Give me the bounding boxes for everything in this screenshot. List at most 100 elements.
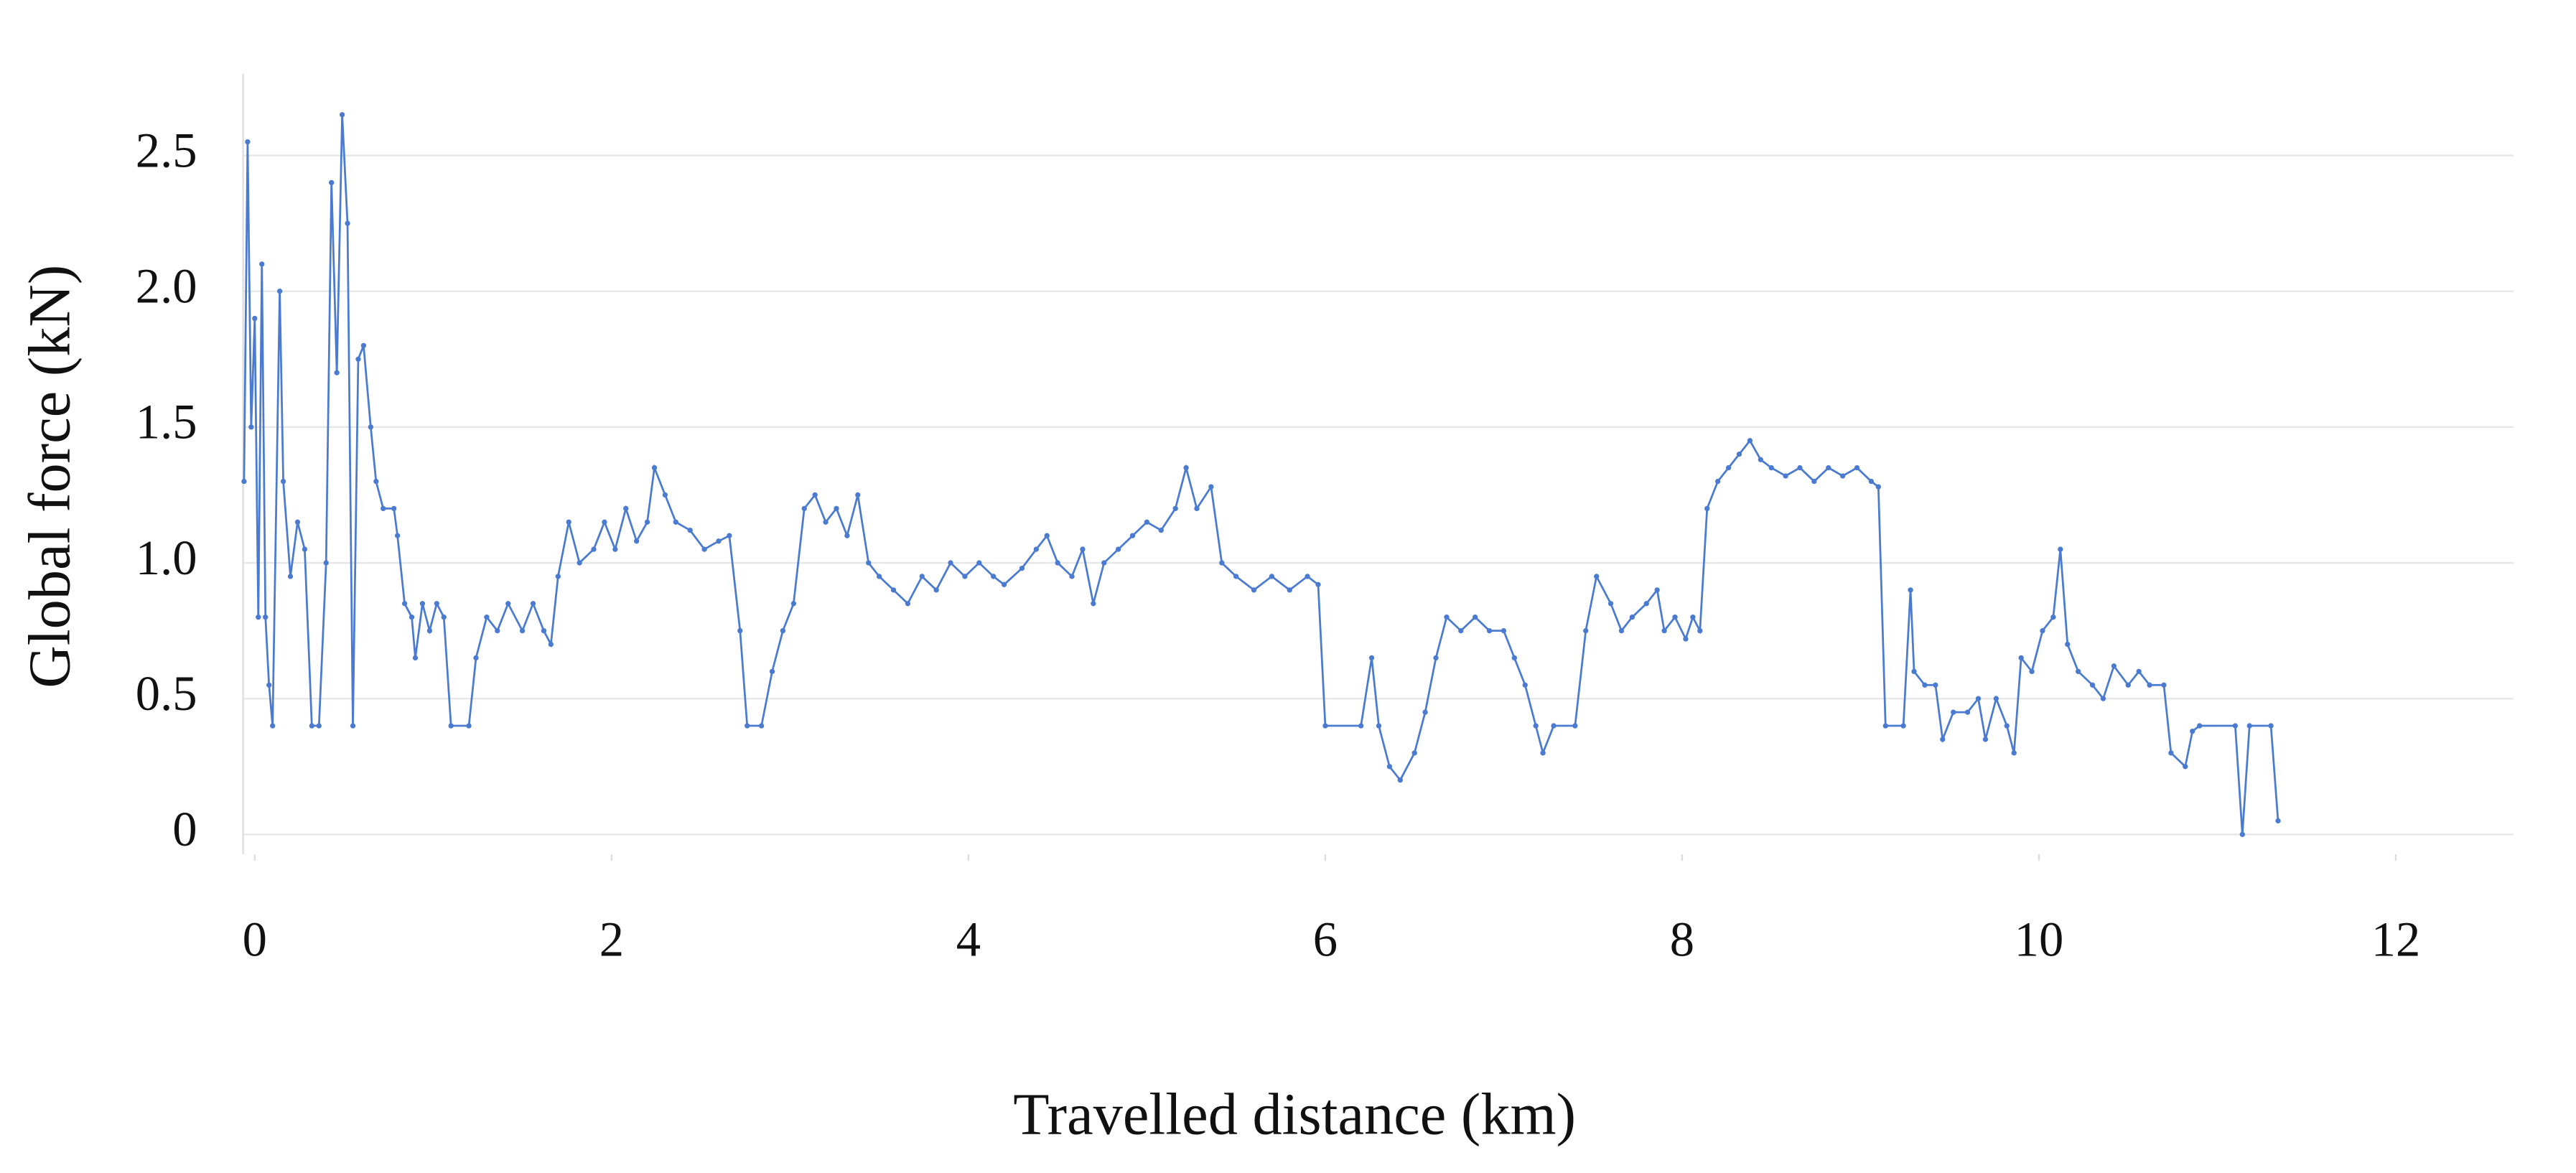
data-point xyxy=(1900,723,1906,729)
data-point xyxy=(1758,457,1763,462)
data-point xyxy=(2100,696,2106,701)
data-point xyxy=(548,641,554,648)
data-point xyxy=(962,574,968,579)
data-point xyxy=(401,601,408,607)
data-point xyxy=(541,627,547,634)
data-point xyxy=(1533,723,1539,729)
data-point xyxy=(270,723,276,729)
data-point xyxy=(1055,560,1060,566)
data-point xyxy=(644,519,650,525)
y-tick-label: 1.5 xyxy=(136,395,197,449)
data-point xyxy=(2111,663,2117,669)
data-point xyxy=(855,492,861,498)
data-point xyxy=(1422,709,1428,715)
data-point xyxy=(1551,723,1557,729)
data-point xyxy=(1115,546,1121,552)
data-point xyxy=(1964,709,1971,715)
data-point xyxy=(2246,723,2252,729)
data-point xyxy=(790,601,797,607)
data-point xyxy=(1251,587,1257,593)
data-point xyxy=(1940,737,1946,742)
data-point xyxy=(287,574,294,579)
data-point xyxy=(1690,614,1696,620)
data-point xyxy=(1618,627,1625,634)
data-point xyxy=(745,723,750,729)
data-point xyxy=(334,370,340,375)
data-point xyxy=(1287,587,1292,593)
data-point xyxy=(1908,587,1913,593)
data-point xyxy=(302,546,308,552)
data-point xyxy=(2011,750,2017,756)
data-point xyxy=(1811,478,1817,485)
data-point xyxy=(1458,627,1464,634)
data-point xyxy=(1315,581,1321,587)
data-point xyxy=(1358,723,1364,729)
data-point xyxy=(339,112,345,118)
data-point xyxy=(1501,627,1507,634)
data-point xyxy=(602,519,607,525)
data-point xyxy=(991,574,997,579)
data-point xyxy=(876,574,882,579)
data-point xyxy=(866,560,872,566)
data-point xyxy=(919,574,925,579)
data-point xyxy=(577,560,582,566)
data-point xyxy=(2147,682,2152,688)
data-point xyxy=(1854,464,1860,471)
data-point xyxy=(391,505,397,512)
data-point xyxy=(1376,723,1382,729)
data-point xyxy=(1194,505,1200,512)
data-point xyxy=(1704,505,1710,512)
y-tick-label: 1.0 xyxy=(136,531,197,585)
data-point xyxy=(1868,478,1875,485)
x-tick-label: 10 xyxy=(2015,912,2064,967)
data-point xyxy=(1019,565,1025,571)
data-point xyxy=(2161,682,2167,688)
data-point xyxy=(466,723,472,729)
data-point xyxy=(933,587,939,593)
data-point xyxy=(2239,831,2245,838)
data-point xyxy=(591,546,597,552)
data-point xyxy=(1522,682,1528,688)
data-point xyxy=(823,519,829,525)
data-point xyxy=(1714,478,1721,485)
data-point xyxy=(1540,750,1546,756)
data-point xyxy=(890,587,897,593)
data-point xyxy=(1158,527,1164,533)
data-point xyxy=(1044,533,1050,538)
data-point xyxy=(555,574,561,579)
data-point xyxy=(2183,764,2188,770)
data-point xyxy=(280,478,286,485)
data-point xyxy=(360,342,367,349)
data-point xyxy=(412,655,419,661)
data-point xyxy=(2190,728,2195,734)
data-point xyxy=(1736,452,1742,457)
data-point xyxy=(350,723,356,729)
data-point xyxy=(1033,546,1039,552)
y-tick-label: 0 xyxy=(172,802,197,856)
data-point xyxy=(1486,627,1493,634)
data-point xyxy=(409,614,415,620)
data-point xyxy=(294,519,301,525)
data-point xyxy=(473,655,479,661)
data-point xyxy=(434,601,439,607)
data-point xyxy=(2196,723,2203,729)
data-point xyxy=(276,289,283,294)
x-tick-label: 8 xyxy=(1670,912,1694,967)
x-tick-label: 4 xyxy=(956,912,981,967)
data-point xyxy=(323,560,329,566)
data-point xyxy=(1172,505,1178,512)
data-point xyxy=(241,478,247,485)
data-point xyxy=(1982,737,1989,742)
data-point xyxy=(381,505,386,512)
data-point xyxy=(1386,764,1393,770)
data-point xyxy=(1219,560,1225,566)
data-point xyxy=(716,538,722,544)
data-point xyxy=(309,723,315,729)
y-axis-title: Global force (kN) xyxy=(17,265,83,688)
data-point xyxy=(701,546,707,552)
data-point xyxy=(612,546,618,552)
data-point xyxy=(368,424,374,430)
data-point xyxy=(1144,519,1150,525)
